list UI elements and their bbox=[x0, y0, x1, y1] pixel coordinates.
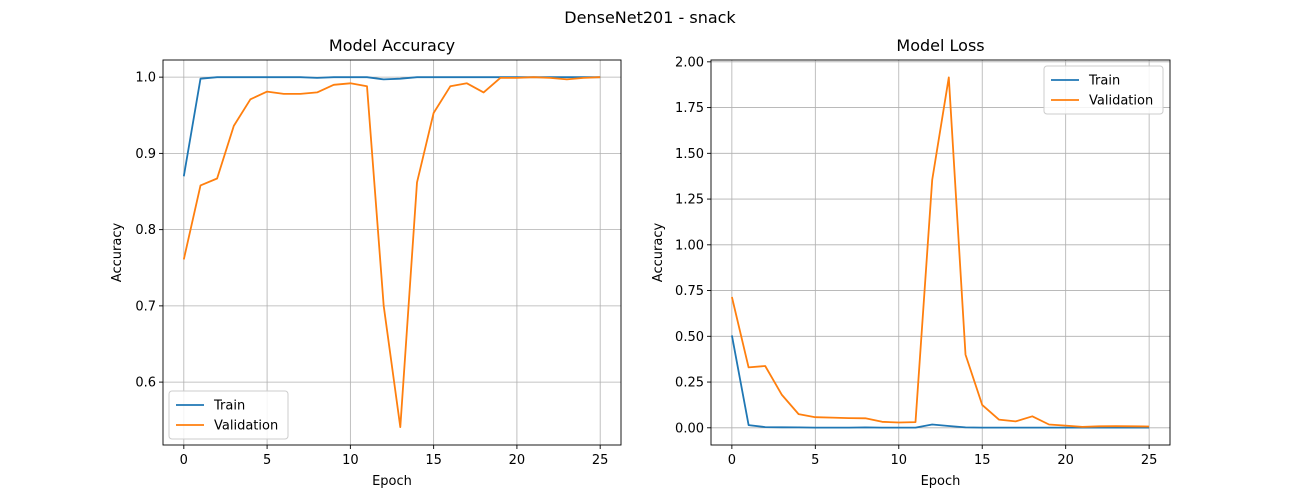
loss-ylabel: Accuracy bbox=[651, 223, 666, 283]
loss-chart: 0 5 10 15 20 25 0.00 0.25 0.50 0.75 1.00 1.25 1.50 1.… bbox=[651, 36, 1171, 489]
loss-ytick-label: 0.25 bbox=[675, 376, 704, 391]
accuracy-xtick-label: 25 bbox=[592, 453, 609, 468]
loss-ytick-label: 2.00 bbox=[675, 55, 704, 70]
accuracy-ytick-label: 0.9 bbox=[135, 147, 156, 162]
accuracy-ytick-label: 0.6 bbox=[135, 376, 156, 391]
loss-legend-box bbox=[1043, 65, 1164, 115]
loss-ytick-label: 1.75 bbox=[675, 101, 704, 116]
accuracy-xtick-label: 15 bbox=[425, 453, 442, 468]
loss-title: Model Loss bbox=[896, 36, 984, 55]
accuracy-xtick-label: 20 bbox=[509, 453, 526, 468]
loss-ytick-label: 1.25 bbox=[675, 193, 704, 208]
loss-legend-label-validation: Validation bbox=[1089, 94, 1153, 109]
accuracy-legend: Train Validation bbox=[168, 390, 289, 440]
loss-xtick-label: 15 bbox=[974, 453, 991, 468]
accuracy-series-train bbox=[182, 76, 601, 177]
loss-xtick-label: 5 bbox=[811, 453, 819, 468]
loss-ytick-label: 1.00 bbox=[675, 238, 704, 253]
loss-xtick-label: 10 bbox=[890, 453, 907, 468]
loss-ytick-label: 0.50 bbox=[675, 330, 704, 345]
loss-series-train bbox=[731, 335, 1150, 429]
loss-xtick-label: 25 bbox=[1141, 453, 1158, 468]
accuracy-title: Model Accuracy bbox=[329, 36, 455, 55]
accuracy-xtick-label: 5 bbox=[263, 453, 271, 468]
accuracy-ytick-label: 0.7 bbox=[135, 299, 156, 314]
accuracy-legend-label-validation: Validation bbox=[214, 419, 278, 434]
accuracy-axes-frame bbox=[162, 59, 622, 446]
loss-axes-frame bbox=[710, 59, 1171, 446]
loss-xlabel: Epoch bbox=[921, 474, 961, 489]
accuracy-xlabel: Epoch bbox=[372, 474, 412, 489]
accuracy-legend-label-train: Train bbox=[213, 399, 245, 414]
loss-series-validation bbox=[731, 76, 1150, 428]
accuracy-ytick-label: 1.0 bbox=[135, 71, 156, 86]
loss-legend: Train Validation bbox=[1043, 65, 1164, 115]
accuracy-ylabel: Accuracy bbox=[110, 223, 125, 283]
loss-legend-label-train: Train bbox=[1088, 74, 1120, 89]
accuracy-series-validation bbox=[182, 76, 601, 429]
loss-xtick-label: 0 bbox=[728, 453, 736, 468]
accuracy-chart: 0 5 10 15 20 25 0.6 0.7 0.8 0.9 1.0 Model Accuracy E… bbox=[110, 36, 622, 489]
accuracy-grid bbox=[163, 60, 621, 445]
loss-ytick-label: 0.00 bbox=[675, 421, 704, 436]
accuracy-ytick-label: 0.8 bbox=[135, 223, 156, 238]
loss-ytick-label: 1.50 bbox=[675, 147, 704, 162]
loss-ytick-label: 0.75 bbox=[675, 284, 704, 299]
accuracy-xtick-label: 10 bbox=[342, 453, 359, 468]
accuracy-xtick-label: 0 bbox=[180, 453, 188, 468]
loss-grid bbox=[711, 60, 1170, 445]
accuracy-legend-box bbox=[168, 390, 289, 440]
loss-xtick-label: 20 bbox=[1057, 453, 1074, 468]
figure-suptitle: DenseNet201 - snack bbox=[564, 8, 736, 27]
